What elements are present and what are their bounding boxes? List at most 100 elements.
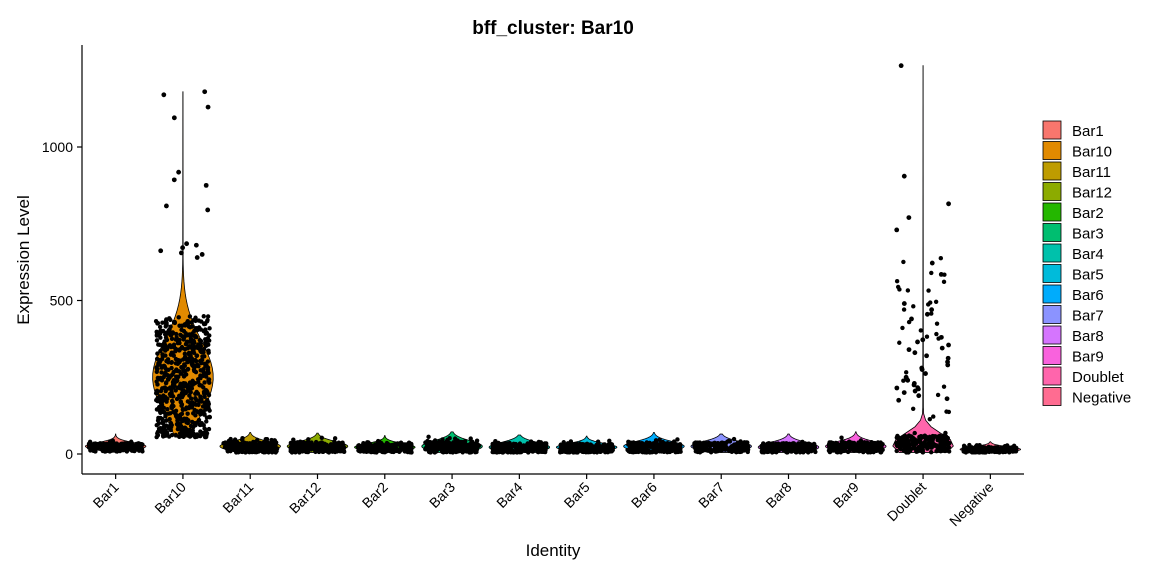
point-Bar6 bbox=[654, 441, 660, 446]
point-Bar12 bbox=[297, 442, 303, 448]
point-Bar8 bbox=[770, 441, 775, 446]
point-Bar10 bbox=[180, 431, 185, 436]
point-Bar10 bbox=[189, 396, 194, 401]
point-Bar10 bbox=[181, 337, 186, 342]
legend-swatch bbox=[1042, 120, 1062, 140]
point-Bar10 bbox=[206, 426, 212, 432]
point-Bar2 bbox=[384, 448, 390, 454]
point-Doublet bbox=[912, 430, 917, 436]
point-Bar2 bbox=[374, 450, 379, 455]
point-Bar10 bbox=[206, 377, 211, 383]
point-Doublet bbox=[898, 445, 903, 451]
point-Bar10 bbox=[154, 422, 159, 428]
point-Bar10 bbox=[200, 430, 205, 436]
point-Bar3 bbox=[474, 438, 480, 443]
point-Bar10 bbox=[171, 377, 177, 383]
outlier-Doublet bbox=[912, 388, 918, 394]
point-Bar10 bbox=[158, 328, 163, 333]
point-Bar6 bbox=[626, 442, 631, 447]
point-Bar12 bbox=[316, 443, 322, 449]
point-Bar10 bbox=[179, 323, 185, 328]
outlier-Bar10 bbox=[171, 177, 177, 183]
point-Bar2 bbox=[365, 449, 370, 454]
point-Bar6 bbox=[641, 442, 646, 447]
point-Bar1 bbox=[120, 441, 126, 446]
point-Bar10 bbox=[170, 330, 175, 335]
point-Bar10 bbox=[185, 321, 191, 327]
point-Bar9 bbox=[839, 435, 844, 440]
point-Bar10 bbox=[159, 370, 164, 375]
point-Bar5 bbox=[607, 438, 612, 444]
point-Bar8 bbox=[811, 443, 816, 448]
point-Bar10 bbox=[165, 376, 171, 382]
point-Bar4 bbox=[495, 445, 501, 450]
point-Bar11 bbox=[236, 450, 241, 455]
point-Bar10 bbox=[154, 366, 159, 371]
point-Bar8 bbox=[807, 443, 812, 448]
point-Bar5 bbox=[588, 442, 593, 448]
point-Bar10 bbox=[154, 379, 159, 384]
point-Bar3 bbox=[450, 441, 455, 446]
point-Bar10 bbox=[180, 389, 186, 394]
point-Bar6 bbox=[656, 445, 662, 450]
point-Bar2 bbox=[361, 440, 366, 446]
point-Bar10 bbox=[196, 417, 202, 423]
point-Bar10 bbox=[168, 411, 173, 416]
point-Bar3 bbox=[456, 444, 461, 449]
point-Doublet bbox=[904, 450, 909, 455]
point-Bar10 bbox=[156, 362, 161, 367]
point-Bar3 bbox=[432, 441, 437, 446]
point-Negative bbox=[981, 446, 986, 451]
point-Doublet bbox=[934, 448, 939, 454]
point-Negative bbox=[975, 446, 980, 451]
point-Bar9 bbox=[856, 440, 861, 445]
point-Bar11 bbox=[248, 447, 253, 453]
point-Bar5 bbox=[560, 448, 565, 453]
outlier-Doublet bbox=[916, 393, 922, 399]
point-Bar10 bbox=[207, 326, 212, 331]
point-Doublet bbox=[919, 445, 925, 451]
y-tick-label: 500 bbox=[50, 293, 74, 309]
y-ticks: 0 500 1000 bbox=[42, 139, 82, 462]
point-Bar10 bbox=[185, 367, 190, 372]
point-Negative bbox=[967, 445, 972, 451]
point-Bar10 bbox=[165, 357, 171, 362]
outlier-Doublet bbox=[912, 350, 918, 356]
point-Bar7 bbox=[704, 441, 709, 446]
point-Bar10 bbox=[177, 337, 182, 343]
outlier-Doublet bbox=[939, 345, 945, 351]
point-Bar7 bbox=[713, 449, 718, 454]
point-Bar10 bbox=[183, 372, 189, 377]
point-Bar6 bbox=[678, 443, 683, 448]
point-Bar12 bbox=[299, 446, 304, 451]
point-Bar10 bbox=[160, 352, 165, 357]
point-Doublet bbox=[938, 256, 944, 261]
point-Bar8 bbox=[767, 443, 773, 449]
point-Bar10 bbox=[191, 350, 197, 356]
point-Doublet bbox=[910, 406, 916, 412]
point-Bar1 bbox=[102, 445, 107, 450]
point-Bar8 bbox=[813, 449, 818, 455]
points-layer bbox=[86, 63, 1019, 455]
point-Bar10 bbox=[198, 412, 203, 417]
point-Bar8 bbox=[794, 443, 799, 448]
point-Doublet bbox=[941, 384, 947, 389]
point-Bar10 bbox=[187, 427, 193, 433]
legend-swatch bbox=[1042, 346, 1062, 365]
outlier-Doublet bbox=[915, 339, 920, 345]
point-Bar1 bbox=[134, 441, 139, 447]
point-Bar4 bbox=[515, 445, 520, 451]
point-Doublet bbox=[926, 302, 931, 307]
point-Bar3 bbox=[452, 436, 458, 441]
point-Bar10 bbox=[154, 338, 160, 343]
point-Doublet bbox=[925, 443, 931, 448]
y-axis-title: Expression Level bbox=[14, 195, 33, 324]
point-Bar10 bbox=[155, 431, 160, 436]
outlier-Doublet bbox=[906, 347, 912, 353]
point-Bar12 bbox=[338, 444, 344, 449]
outlier-Doublet bbox=[945, 362, 951, 368]
point-Bar12 bbox=[319, 435, 325, 441]
point-Bar10 bbox=[177, 434, 182, 440]
point-Bar9 bbox=[862, 440, 867, 445]
point-Bar12 bbox=[320, 442, 325, 447]
